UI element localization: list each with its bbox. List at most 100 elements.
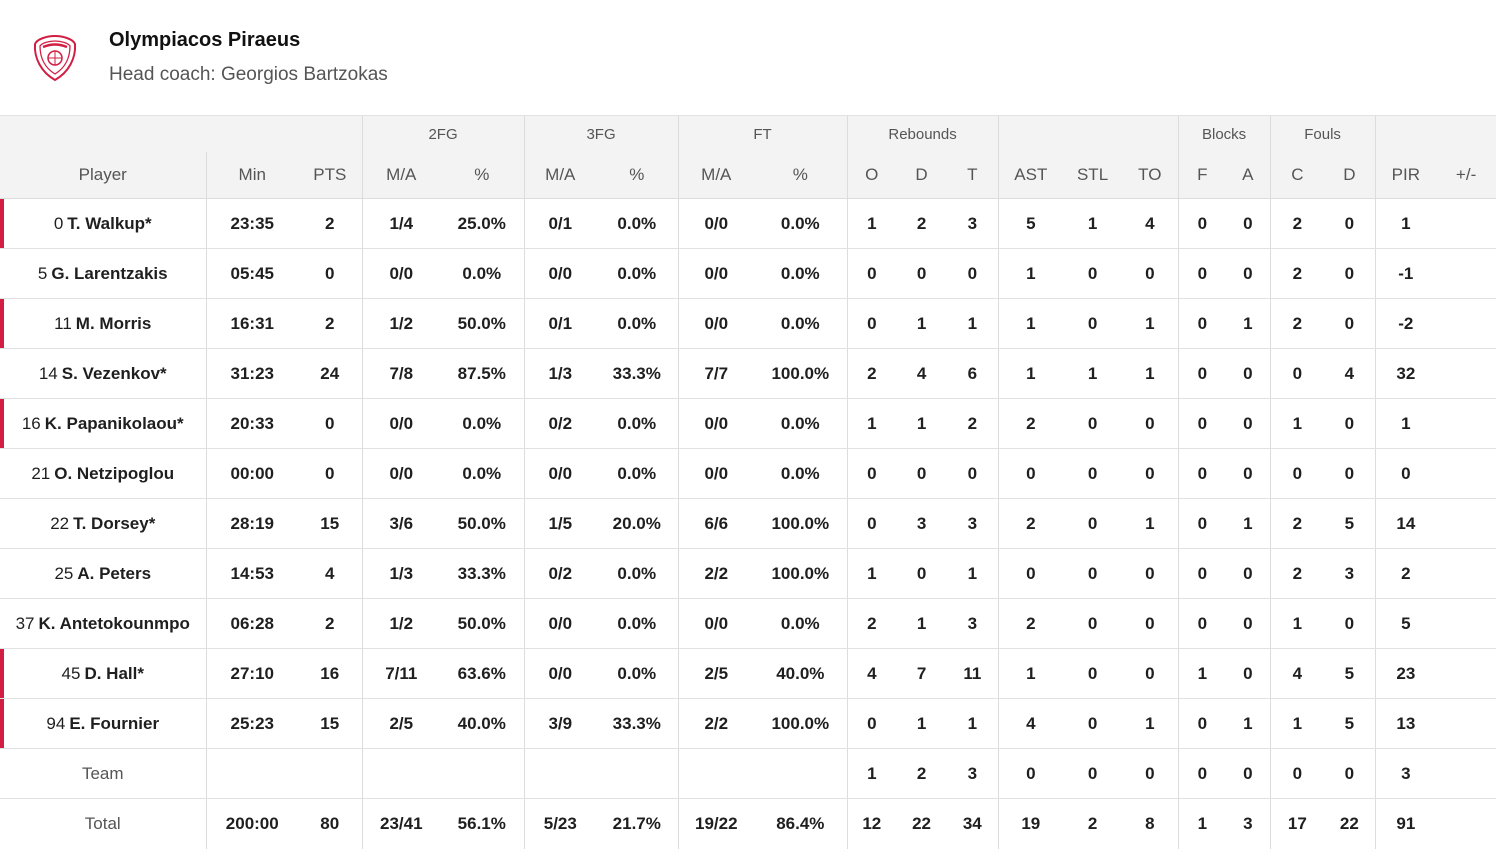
stat-pir: 0 <box>1375 449 1436 499</box>
stat-blk-against: 1 <box>1226 499 1270 549</box>
col-header-pir[interactable]: PIR <box>1375 152 1436 199</box>
stat-ft-made-attempted: 6/6 <box>678 499 754 549</box>
player-number: 45 <box>62 664 81 683</box>
stat-fouls-committed: 2 <box>1270 499 1324 549</box>
stat-reb-off: 0 <box>847 299 896 349</box>
stat-fg2-pct: 0.0% <box>440 249 524 299</box>
col-header-ft-made-attempted[interactable]: M/A <box>678 152 754 199</box>
stat-pts <box>298 749 362 799</box>
stat-reb-total: 34 <box>947 799 998 849</box>
col-header-fg2-pct[interactable]: % <box>440 152 524 199</box>
col-header-min[interactable]: Min <box>206 152 298 199</box>
stat-plus-minus <box>1436 449 1496 499</box>
player-name-link[interactable]: D. Hall* <box>84 664 144 683</box>
stat-fg2-made-attempted: 1/3 <box>362 549 440 599</box>
stat-ast: 0 <box>998 449 1063 499</box>
col-header-player[interactable]: Player <box>0 152 206 199</box>
stat-reb-off: 0 <box>847 449 896 499</box>
stat-reb-def: 3 <box>896 499 947 549</box>
col-header-reb-def[interactable]: D <box>896 152 947 199</box>
stat-fouls-drawn: 5 <box>1324 649 1375 699</box>
col-header-pts[interactable]: PTS <box>298 152 362 199</box>
player-name-link[interactable]: A. Peters <box>77 564 151 583</box>
col-header-blk-for[interactable]: F <box>1178 152 1226 199</box>
stat-plus-minus <box>1436 799 1496 849</box>
group-3fg: 3FG <box>524 116 678 152</box>
stat-ft-made-attempted: 0/0 <box>678 599 754 649</box>
player-name-link[interactable]: K. Papanikolaou* <box>45 414 184 433</box>
col-header-reb-off[interactable]: O <box>847 152 896 199</box>
player-name-link[interactable]: S. Vezenkov* <box>62 364 167 383</box>
player-name-link[interactable]: M. Morris <box>76 314 152 333</box>
player-name-link[interactable]: T. Dorsey* <box>73 514 155 533</box>
stat-ft-pct: 0.0% <box>754 199 847 249</box>
stat-blk-for: 0 <box>1178 399 1226 449</box>
group-rebounds: Rebounds <box>847 116 998 152</box>
player-name-link[interactable]: K. Antetokounmpo <box>39 614 190 633</box>
col-header-to[interactable]: TO <box>1122 152 1178 199</box>
col-header-reb-total[interactable]: T <box>947 152 998 199</box>
stat-pir: 5 <box>1375 599 1436 649</box>
stat-reb-def: 0 <box>896 549 947 599</box>
col-header-fg2-made-attempted[interactable]: M/A <box>362 152 440 199</box>
player-name-link[interactable]: E. Fournier <box>69 714 159 733</box>
stat-reb-total: 11 <box>947 649 998 699</box>
olympiacos-logo-icon <box>33 34 77 82</box>
col-header-stl[interactable]: STL <box>1063 152 1122 199</box>
col-header-fg3-made-attempted[interactable]: M/A <box>524 152 596 199</box>
stat-fg2-pct: 0.0% <box>440 399 524 449</box>
col-header-fg3-pct[interactable]: % <box>596 152 678 199</box>
player-name-link[interactable]: O. Netzipoglou <box>54 464 174 483</box>
col-header-ft-pct[interactable]: % <box>754 152 847 199</box>
stat-fg3-made-attempted: 0/0 <box>524 449 596 499</box>
player-name-link[interactable]: G. Larentzakis <box>51 264 167 283</box>
col-header-blk-against[interactable]: A <box>1226 152 1270 199</box>
stat-reb-off: 1 <box>847 749 896 799</box>
stat-fg2-pct <box>440 749 524 799</box>
stat-pts: 0 <box>298 399 362 449</box>
stat-ft-pct: 0.0% <box>754 399 847 449</box>
col-header-fouls-drawn[interactable]: D <box>1324 152 1375 199</box>
stat-blk-against: 0 <box>1226 399 1270 449</box>
player-name-link[interactable]: T. Walkup* <box>67 214 151 233</box>
stat-fg3-made-attempted: 1/5 <box>524 499 596 549</box>
col-header-ast[interactable]: AST <box>998 152 1063 199</box>
stat-to: 1 <box>1122 699 1178 749</box>
stat-min: 05:45 <box>206 249 298 299</box>
stat-stl: 0 <box>1063 649 1122 699</box>
stat-fouls-drawn: 22 <box>1324 799 1375 849</box>
stat-stl: 0 <box>1063 299 1122 349</box>
col-header-fouls-committed[interactable]: C <box>1270 152 1324 199</box>
stat-fg3-made-attempted <box>524 749 596 799</box>
col-header-plus-minus[interactable]: +/- <box>1436 152 1496 199</box>
stat-fg3-pct: 0.0% <box>596 649 678 699</box>
stat-blk-against: 1 <box>1226 299 1270 349</box>
stat-ft-pct: 0.0% <box>754 599 847 649</box>
stat-pts: 15 <box>298 499 362 549</box>
stat-min: 200:00 <box>206 799 298 849</box>
